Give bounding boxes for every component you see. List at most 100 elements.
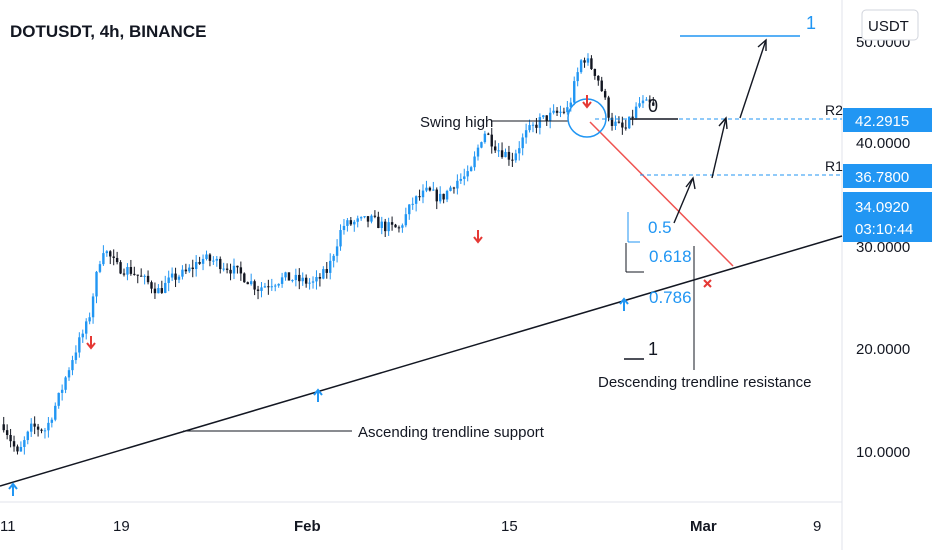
candle-body [521, 137, 524, 149]
candle-body [373, 215, 377, 217]
candle-body [469, 167, 473, 172]
candle-body [456, 180, 459, 189]
fib-label-0.786: 0.786 [649, 288, 692, 307]
candle-body [122, 273, 126, 275]
candle-body [325, 269, 328, 273]
candle-body [490, 134, 493, 147]
candle-body [487, 133, 490, 135]
candle-body [129, 267, 133, 274]
chart-title: DOTUSDT, 4h, BINANCE [10, 22, 206, 41]
candle-body [535, 124, 538, 128]
candle-body [188, 267, 191, 272]
current-price-tag [843, 192, 932, 242]
candle-body [397, 227, 401, 229]
candle-body [590, 58, 593, 69]
candle-body [576, 72, 579, 82]
candle-body [267, 286, 270, 288]
candle-body [442, 193, 445, 200]
candle-body [504, 151, 507, 158]
candle-body [614, 121, 617, 126]
candle-body [71, 360, 74, 371]
fib-label-0.618: 0.618 [649, 247, 692, 266]
candle-body [277, 283, 280, 286]
candle-body [538, 117, 542, 128]
candle-body [452, 187, 456, 189]
candle-body [270, 286, 273, 288]
candle-body [621, 122, 624, 128]
candle-body [514, 153, 518, 161]
candle-body [119, 262, 122, 274]
candle-body [311, 281, 315, 283]
time-tick-mar: Mar [690, 518, 717, 535]
ascending-trendline[interactable] [0, 235, 843, 487]
candle-body [511, 159, 514, 161]
candle-body [428, 187, 432, 191]
candle-body [246, 282, 249, 285]
candle-body [160, 288, 164, 293]
candle-body [146, 275, 150, 283]
candle-body [569, 102, 573, 108]
candle-body [332, 255, 335, 261]
time-tick-feb: Feb [294, 518, 321, 535]
candle-body [112, 256, 115, 258]
candle-body [473, 156, 476, 168]
candle-body [308, 282, 311, 284]
candle-body [109, 251, 112, 257]
candle-body [102, 253, 105, 265]
candle-body [631, 116, 634, 118]
candle-body [559, 111, 562, 113]
candle-body [249, 281, 253, 285]
candle-body [387, 222, 390, 232]
candle-body [329, 260, 332, 273]
candle-body [30, 423, 33, 432]
candle-body [507, 151, 511, 160]
candle-body [573, 81, 576, 103]
r1-price-value: 36.7800 [855, 169, 909, 186]
candle-body [497, 150, 500, 152]
candle-body [304, 277, 308, 284]
candle-body [95, 271, 98, 297]
candle-body [157, 288, 160, 294]
candle-body [600, 80, 603, 92]
candle-body [23, 440, 26, 447]
candle-body [57, 392, 60, 406]
candle-body [5, 430, 9, 435]
candle-body [566, 107, 569, 113]
candle-body [164, 282, 167, 293]
candle-body [219, 258, 222, 270]
candle-body [225, 268, 229, 270]
candle-body [239, 267, 243, 274]
candle-body [607, 97, 610, 118]
candle-body [346, 220, 349, 226]
candle-body [421, 190, 425, 198]
candle-body [500, 150, 504, 158]
time-axis[interactable]: 11 19 Feb 15 Mar 9 [0, 518, 821, 535]
candle-body [435, 189, 438, 202]
candle-body [136, 274, 139, 276]
swing-high-label: Swing high [420, 114, 493, 131]
candle-body [126, 267, 129, 275]
currency-badge[interactable] [861, 9, 919, 41]
candle-body [445, 190, 449, 200]
r1-price-tag [843, 164, 932, 188]
candle-body [256, 289, 260, 291]
candle-body [208, 254, 212, 261]
candle-body [150, 282, 153, 289]
price-axis[interactable]: 50.0000 40.0000 30.0000 20.0000 10.0000 [856, 34, 910, 461]
candle-body [384, 221, 387, 232]
sell-signal-arrow-icon [582, 95, 592, 109]
candle-body [545, 115, 548, 122]
candle-body [212, 260, 215, 262]
candle-body [583, 60, 586, 63]
candle-body [222, 268, 225, 270]
candle-body [253, 281, 256, 290]
candle-body [377, 216, 380, 229]
candle-body [593, 68, 597, 76]
candle-body [638, 103, 641, 107]
candle-body [170, 273, 174, 278]
descending-trendline[interactable] [589, 121, 734, 267]
candle-body [50, 419, 54, 423]
cross-marker [703, 279, 712, 288]
candle-body [603, 91, 607, 98]
